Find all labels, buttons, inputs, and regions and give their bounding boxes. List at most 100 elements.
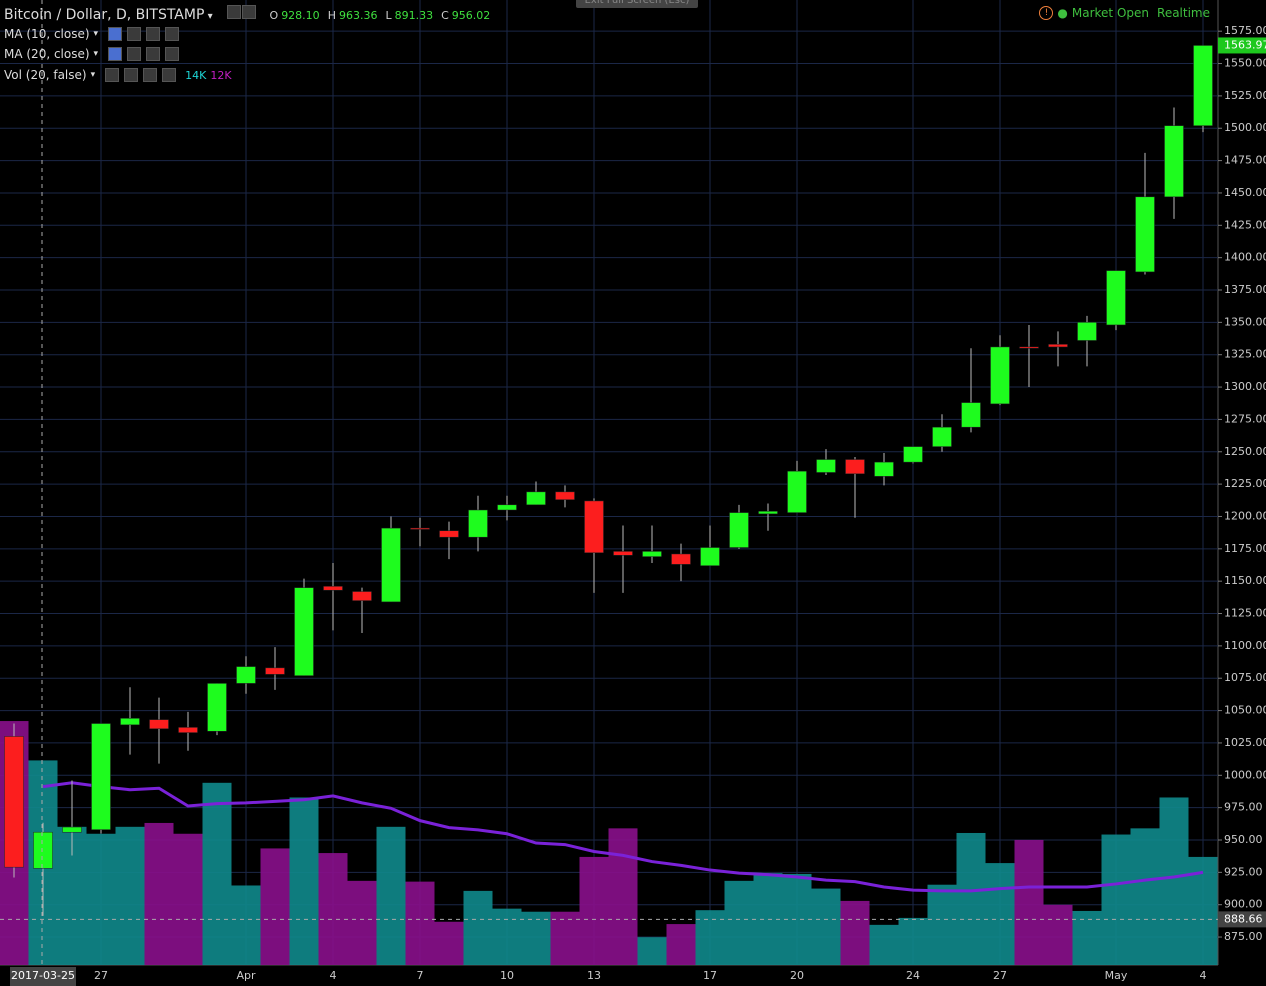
- icon[interactable]: [242, 5, 257, 19]
- y-tick-label: 1125.00: [1224, 607, 1266, 620]
- indicator-row: MA (10, close) ▾: [4, 27, 180, 41]
- volume-ma-value: 12K: [210, 68, 232, 82]
- candle-body: [1048, 344, 1068, 348]
- x-tick-label: 4: [1200, 969, 1207, 982]
- y-tick-label: 950.00: [1224, 833, 1263, 846]
- legend-header: Bitcoin / Dollar, D, BITSTAMP ▾ O 928.10 H…: [4, 5, 491, 23]
- y-tick-label: 1275.00: [1224, 412, 1266, 425]
- y-tick-label: 1050.00: [1224, 704, 1266, 717]
- realtime: Realtime: [1157, 6, 1210, 20]
- indicator-name[interactable]: MA (10, close): [4, 27, 90, 41]
- y-tick-label: 1475.00: [1224, 154, 1266, 167]
- volume-bar: [1159, 797, 1189, 965]
- volume-bar: [144, 822, 174, 965]
- ohlc-value: 891.33: [394, 9, 434, 22]
- y-tick-label: 1025.00: [1224, 736, 1266, 749]
- volume-bar: [927, 884, 957, 965]
- market-open: Market Open: [1071, 6, 1150, 20]
- y-tick-label: 1450.00: [1224, 186, 1266, 199]
- candle-body: [468, 509, 488, 538]
- y-tick-label: 1100.00: [1224, 639, 1266, 652]
- candle-body: [265, 667, 285, 675]
- ohlc-value: 963.36: [338, 9, 378, 22]
- candle-body: [787, 470, 807, 513]
- x-tick-label: 17: [703, 969, 717, 982]
- volume-bar: [231, 885, 261, 965]
- exit-fullscreen-button[interactable]: Exit Full Screen (Esc): [576, 0, 698, 8]
- ohlc-key: L: [385, 9, 392, 22]
- indicator-name[interactable]: Vol (20, false): [4, 68, 87, 82]
- volume-bar: [492, 908, 522, 965]
- candle-body: [758, 511, 778, 515]
- volume-bar: [1130, 828, 1160, 965]
- candle-body: [1106, 270, 1126, 326]
- y-tick-label: 1250.00: [1224, 445, 1266, 458]
- candle-body: [903, 446, 923, 463]
- candle-body: [120, 718, 140, 726]
- y-tick-label: 1225.00: [1224, 477, 1266, 490]
- x-tick-label: 13: [587, 969, 601, 982]
- x-tick-label: 24: [906, 969, 920, 982]
- candle-body: [671, 553, 691, 565]
- volume-bar: [608, 828, 638, 965]
- volume-bar: [985, 863, 1015, 965]
- y-tick-label: 1550.00: [1224, 57, 1266, 70]
- indicator-name[interactable]: MA (20, close): [4, 47, 90, 61]
- candle-body: [1164, 125, 1184, 198]
- volume-bar: [1043, 904, 1073, 965]
- volume-bar: [115, 826, 145, 965]
- candle-body: [526, 491, 546, 506]
- last-price-bg: [1218, 37, 1266, 54]
- ohlc-value: 956.02: [451, 9, 491, 22]
- x-tick-label: 4: [330, 969, 337, 982]
- volume-bar: [289, 797, 319, 965]
- volume-bar: [173, 833, 203, 965]
- volume-bar: [260, 848, 290, 965]
- crosshair-price-label: 888.66: [1224, 912, 1263, 925]
- x-tick-label: 27: [993, 969, 1007, 982]
- y-tick-label: 1300.00: [1224, 380, 1266, 393]
- candle-body: [294, 587, 314, 676]
- volume-bar: [1014, 839, 1044, 965]
- volume-bar: [463, 890, 493, 965]
- y-tick-label: 1375.00: [1224, 283, 1266, 296]
- volume-value: 14K: [185, 68, 207, 82]
- x-tick-label: May: [1105, 969, 1128, 982]
- candle-body: [410, 527, 430, 530]
- candle-body: [236, 666, 256, 684]
- y-tick-label: 1325.00: [1224, 348, 1266, 361]
- candle-body: [381, 527, 401, 603]
- crosshair-price-bg: [1218, 911, 1266, 928]
- candle-body: [555, 491, 575, 500]
- x-tick-label: 10: [500, 969, 514, 982]
- volume-bar: [405, 881, 435, 965]
- y-tick-label: 975.00: [1224, 801, 1263, 814]
- y-tick-label: 875.00: [1224, 930, 1263, 943]
- candle-body: [932, 426, 952, 447]
- candle-body: [613, 551, 633, 556]
- icon[interactable]: [227, 5, 242, 19]
- volume-bar: [521, 911, 551, 965]
- candle-body: [1019, 346, 1039, 349]
- y-tick-label: 1525.00: [1224, 89, 1266, 102]
- y-tick-label: 1200.00: [1224, 509, 1266, 522]
- y-tick-label: 925.00: [1224, 865, 1263, 878]
- volume-bar: [666, 924, 696, 965]
- y-tick-label: 900.00: [1224, 898, 1263, 911]
- candle-body: [874, 461, 894, 477]
- y-tick-label: 1425.00: [1224, 218, 1266, 231]
- ohlc-key: O: [269, 9, 279, 22]
- candle-body: [1077, 322, 1097, 341]
- candle-body: [1135, 196, 1155, 273]
- candle-body: [4, 736, 24, 868]
- x-tick-label: 27: [94, 969, 108, 982]
- volume-bar: [724, 880, 754, 965]
- symbol-title[interactable]: Bitcoin / Dollar, D, BITSTAMP: [4, 7, 205, 23]
- candle-body: [352, 591, 372, 601]
- candle-body: [33, 831, 53, 869]
- candle-body: [729, 512, 749, 548]
- candle-body: [990, 346, 1010, 405]
- candle-body: [178, 727, 198, 733]
